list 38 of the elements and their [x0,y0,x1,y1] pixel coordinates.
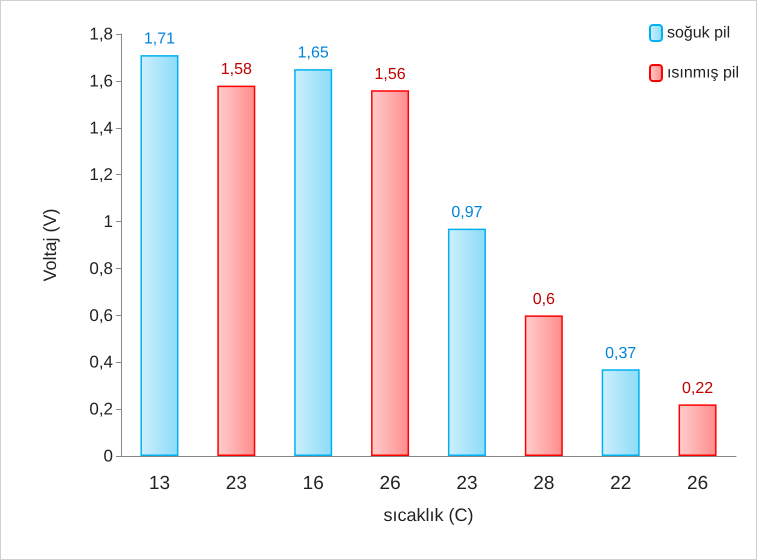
x-tick-label: 26 [686,473,708,494]
y-tick-label: 0,6 [89,306,113,325]
legend-label: ısınmış pil [666,64,739,82]
x-tick-label: 16 [302,473,324,494]
y-tick-label: 1,6 [89,71,113,90]
x-tick-label: 28 [533,473,554,494]
y-tick-label: 1,2 [89,165,113,184]
x-tick-label: 22 [610,473,632,494]
bar [140,55,178,456]
data-label: 0,22 [682,380,714,397]
y-axis-title: Voltaj (V) [40,208,60,282]
y-tick-label: 0,2 [89,400,113,419]
x-tick-label: 23 [456,473,478,494]
legend-label: soğuk pil [666,24,730,42]
y-tick-label: 1,8 [89,24,113,44]
data-label: 0,37 [605,344,636,362]
bar [371,90,410,456]
x-axis-title: sıcaklık (C) [384,505,474,525]
bar [448,228,486,456]
data-label: 1,65 [298,44,329,62]
data-label: 1,56 [374,66,406,83]
bar [602,369,640,456]
x-tick-label: 23 [226,473,247,494]
y-tick-label: 1,4 [89,118,113,138]
y-tick-label: 0,8 [89,258,113,278]
data-label: 0,97 [451,204,483,222]
data-label: 1,58 [220,61,252,78]
y-tick-label: 1 [104,212,113,232]
bar [217,86,256,456]
bar [678,404,717,456]
x-tick-label: 13 [148,473,170,494]
y-tick-label: 0,4 [89,352,113,372]
bar [294,69,332,456]
bar [524,315,563,456]
x-tick-label: 26 [379,473,401,494]
data-label: 1,71 [144,30,176,48]
y-tick-label: 0 [104,446,113,466]
data-label: 0,6 [532,290,556,308]
